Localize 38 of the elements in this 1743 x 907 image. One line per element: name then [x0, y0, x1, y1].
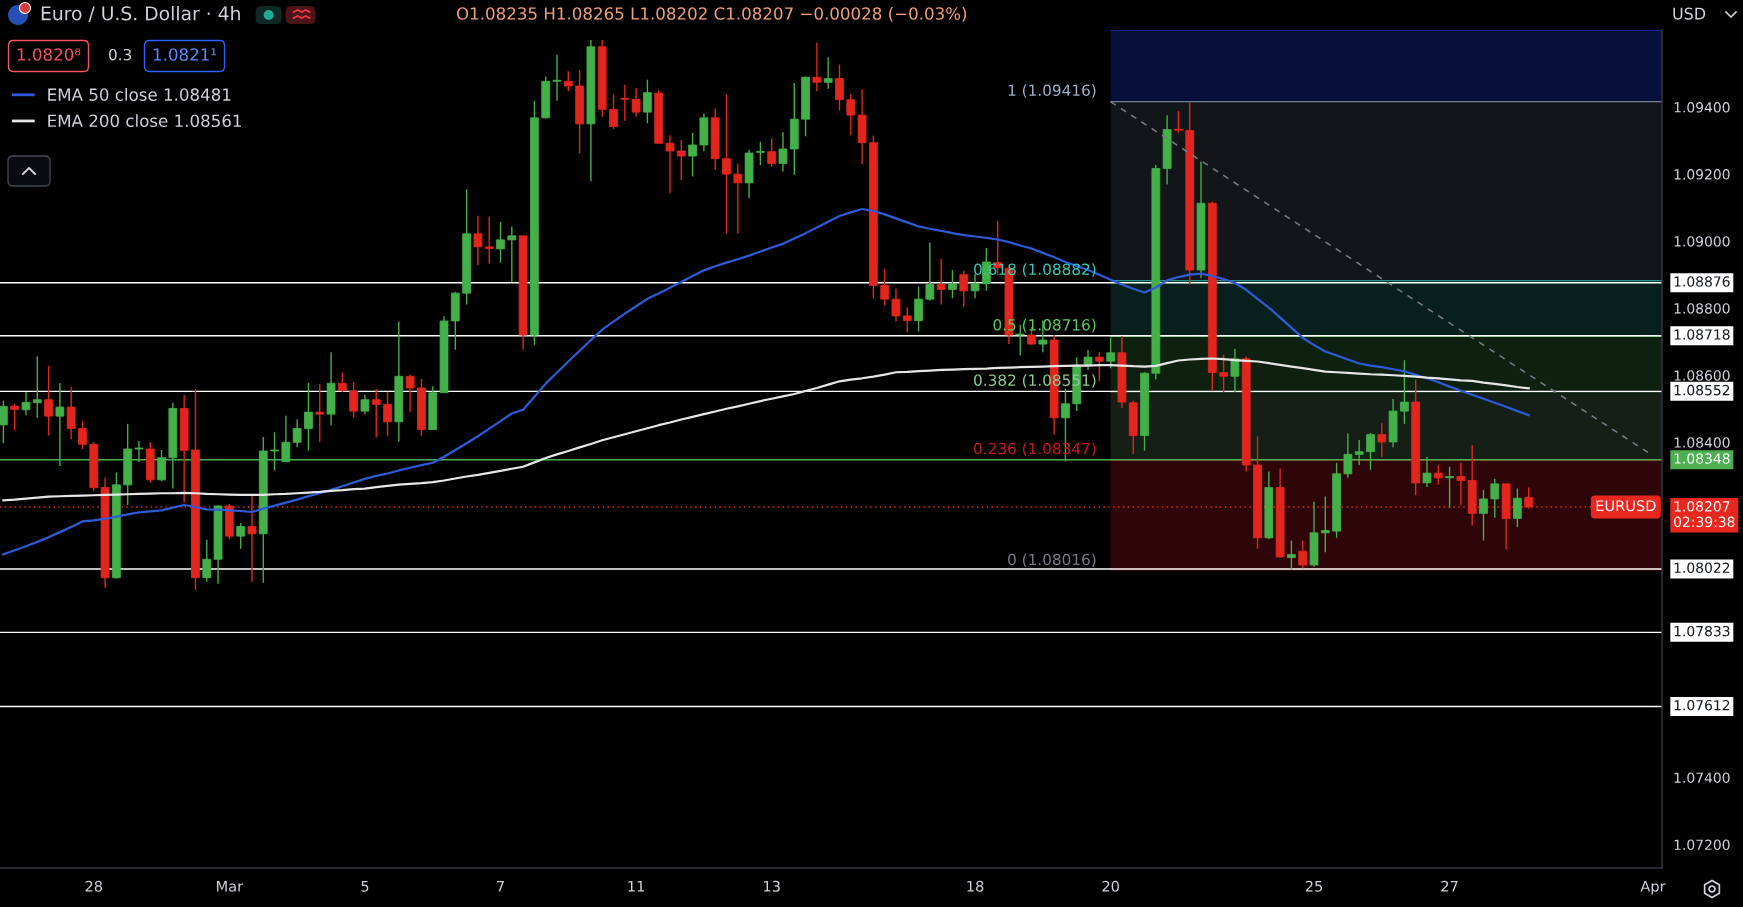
x-tick-label: 7 [497, 880, 504, 892]
y-tick-label: 1.08600 [1674, 370, 1730, 381]
chart-title: Euro / U.S. Dollar · 4h [41, 5, 240, 22]
x-tick-label: 11 [628, 880, 645, 892]
x-tick-label: 5 [361, 880, 369, 892]
annotation: 1.0821¹ [153, 48, 217, 61]
ref-line-label: 1.08876 [1674, 276, 1730, 287]
legend-label: EMA 50 close 1.08481 [48, 88, 231, 101]
annotation: EURUSD [1596, 500, 1656, 512]
x-tick-label: 25 [1305, 880, 1323, 892]
y-tick-label: 1.09000 [1674, 236, 1730, 247]
chart-subtitle: O1.08235 H1.08265 L1.08202 C1.08207 −0.00028 (−0.03%) [456, 6, 967, 22]
x-tick-label: 13 [764, 880, 780, 892]
x-tick-label: 28 [85, 880, 103, 892]
x-tick-label: 20 [1102, 880, 1119, 892]
ref-line-label: 1.07833 [1674, 625, 1730, 637]
ref-line-label: 1.07612 [1674, 699, 1730, 711]
ref-line-label: 1.08552 [1674, 384, 1730, 396]
annotation: 0.3 [109, 48, 132, 61]
x-tick-label: 27 [1441, 880, 1458, 892]
x-tick-label: Mar [217, 880, 244, 892]
ref-line-label: 1.08022 [1674, 562, 1730, 574]
ref-line-label: 1.08348 [1674, 453, 1730, 464]
x-tick-label: 18 [967, 880, 984, 892]
y-tick-label: 1.08800 [1674, 303, 1730, 314]
y-tick-label: 1.07400 [1674, 772, 1730, 783]
y-tick-label: 1.07200 [1674, 839, 1730, 851]
y-tick-label: 1.09200 [1674, 169, 1730, 180]
x-tick-label: Apr [1640, 880, 1666, 895]
annotation: 1 (1.09416) [1008, 84, 1096, 98]
y-tick-label: 1.09400 [1674, 102, 1730, 113]
text: USD [1673, 7, 1706, 20]
legend-label: EMA 200 close 1.08561 [48, 114, 241, 128]
ref-line-label: 1.08718 [1674, 329, 1730, 340]
annotation: 1.0820⁸ [17, 48, 81, 61]
y-tick-label: 1.08400 [1674, 437, 1730, 448]
ref-line-label: 1.08207 02:39:38 [1674, 501, 1735, 528]
annotation: 0 (1.08016) [1008, 553, 1096, 568]
